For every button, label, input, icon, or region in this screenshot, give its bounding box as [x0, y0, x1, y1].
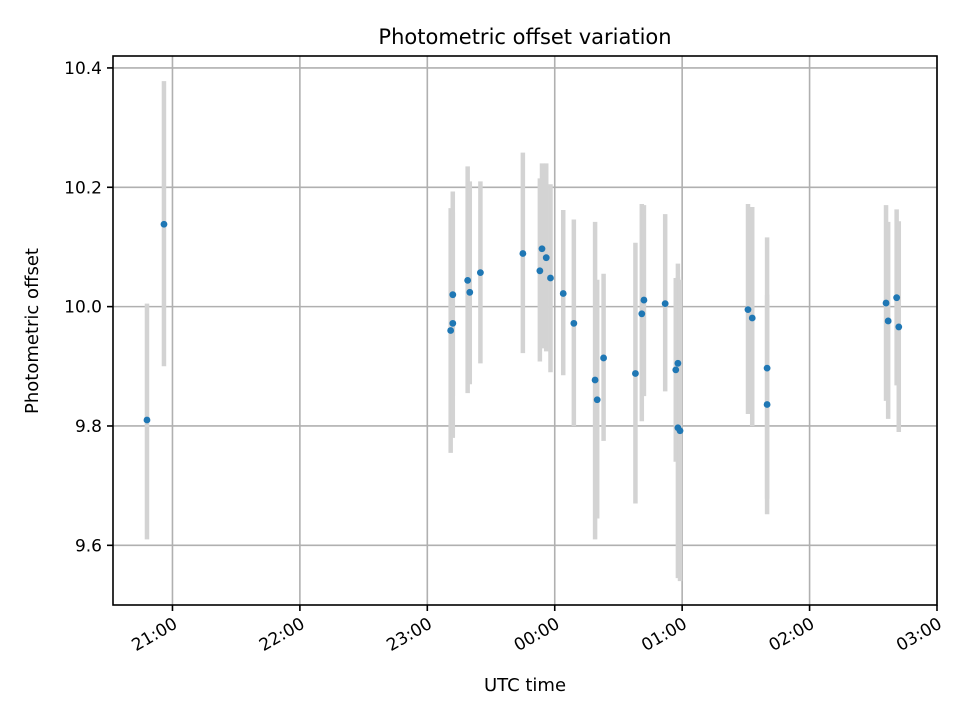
plot-frame	[112, 55, 938, 606]
data-point	[893, 294, 901, 302]
data-point	[632, 370, 639, 377]
data-point	[477, 269, 484, 277]
y-axis-label: Photometric offset	[22, 248, 43, 414]
y-tick-label: 10.0	[64, 298, 102, 318]
data-point	[449, 319, 457, 327]
data-point	[638, 310, 646, 318]
y-tick-label: 9.8	[75, 417, 102, 437]
data-points	[143, 220, 903, 435]
data-point	[519, 250, 527, 257]
data-point	[547, 274, 554, 282]
data-point	[559, 290, 567, 297]
data-point	[593, 396, 601, 404]
data-point	[884, 317, 892, 325]
data-point	[640, 296, 648, 304]
data-point	[143, 416, 151, 424]
data-point	[570, 319, 578, 327]
data-point	[449, 291, 457, 299]
data-point	[600, 354, 607, 362]
data-point	[672, 366, 680, 374]
data-point	[882, 299, 890, 307]
data-point	[160, 220, 168, 228]
data-point	[748, 314, 756, 322]
y-tick-label: 9.6	[75, 536, 102, 556]
data-point	[591, 376, 599, 384]
chart-title: Photometric offset variation	[378, 25, 671, 49]
y-tick-label: 10.2	[64, 178, 102, 198]
data-point	[744, 306, 752, 314]
data-point	[763, 364, 771, 372]
data-point	[464, 276, 472, 284]
data-point	[763, 401, 771, 408]
data-point	[538, 245, 546, 253]
data-point	[674, 359, 682, 367]
y-tick-label: 10.4	[64, 59, 102, 79]
data-point	[661, 300, 669, 308]
data-point	[536, 267, 544, 275]
data-point	[542, 254, 550, 262]
data-point	[447, 327, 455, 334]
data-point	[676, 427, 684, 435]
x-axis-label: UTC time	[484, 675, 566, 696]
data-point	[895, 323, 903, 331]
data-point	[466, 288, 474, 296]
